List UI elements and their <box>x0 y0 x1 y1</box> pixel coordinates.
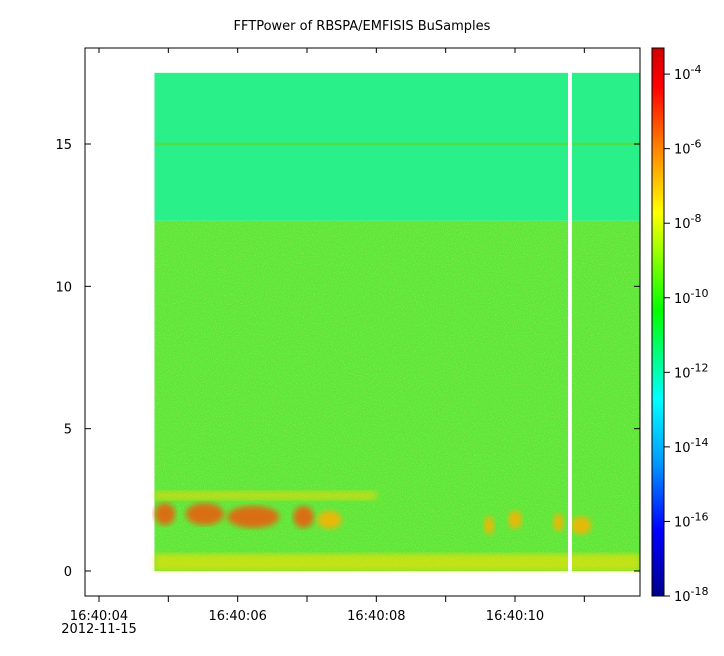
x-tick-label-6: 16:40:10 <box>486 609 544 624</box>
x-tick-label-4: 16:40:08 <box>347 609 405 624</box>
burst-7 <box>553 513 564 532</box>
y-tick-label-3: 15 <box>55 138 72 153</box>
burst-1 <box>185 503 224 526</box>
y-axis: 0 5 10 15 <box>55 138 640 580</box>
plot-area-layer <box>154 70 640 573</box>
y-tick-label-2: 10 <box>55 280 72 295</box>
colorbar-tick-label-3: 10-10 <box>674 287 709 307</box>
x-tick-label-0: 16:40:04 <box>70 609 128 624</box>
upper-burst-band <box>154 491 377 500</box>
burst-0 <box>154 503 176 526</box>
colorbar-tick-label-1: 10-6 <box>674 138 702 158</box>
colorbar-tick-label-5: 10-14 <box>674 436 709 456</box>
x-tick-label-2: 16:40:06 <box>208 609 266 624</box>
y-tick-label-0: 0 <box>64 565 72 580</box>
colorbar-tick-label-7: 10-18 <box>674 585 709 605</box>
spectral-band-2 <box>154 142 640 146</box>
y-tick-label-1: 5 <box>64 423 72 438</box>
baseline-band <box>154 553 640 571</box>
burst-8 <box>570 516 592 535</box>
data-gap <box>568 70 572 573</box>
burst-5 <box>483 516 495 535</box>
burst-4 <box>317 510 342 529</box>
colorbar-tick-label-2: 10-8 <box>674 212 702 232</box>
spectral-band-0 <box>154 72 640 221</box>
chart-title: FFTPower of RBSPA/EMFISIS BuSamples <box>234 19 491 34</box>
burst-6 <box>508 510 522 529</box>
burst-3 <box>293 505 314 528</box>
x-tick-sublabel-0: 2012-11-15 <box>61 622 137 637</box>
colorbar-axis: 10-4 10-6 10-8 10-10 10-12 10-14 10-16 10-18 <box>664 63 709 605</box>
colorbar-tick-label-0: 10-4 <box>674 63 702 83</box>
colorbar-tick-label-6: 10-16 <box>674 510 709 530</box>
burst-2 <box>227 505 280 528</box>
plot-frame <box>84 47 641 597</box>
colorbar <box>651 47 665 597</box>
noise-texture <box>154 220 640 572</box>
colorbar-tick-label-4: 10-12 <box>674 361 709 381</box>
